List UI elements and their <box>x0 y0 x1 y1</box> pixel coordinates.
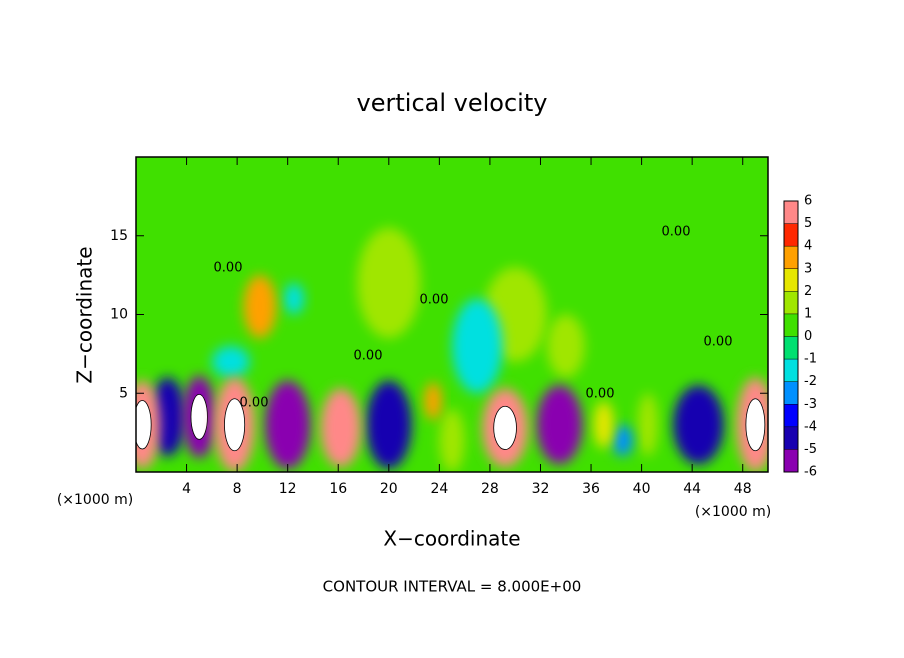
field-cell <box>357 227 421 339</box>
colorbar-swatch <box>784 268 798 292</box>
contour-label: 0.00 <box>586 387 615 402</box>
x-tick-label: 4 <box>182 481 191 497</box>
y-tick-label: 15 <box>110 228 128 244</box>
colorbar-label: -3 <box>804 397 817 412</box>
colorbar-swatch <box>784 336 798 360</box>
colorbar-label: -4 <box>804 419 817 434</box>
footer: CONTOUR INTERVAL = 8.000E+00 <box>323 578 582 596</box>
colorbar-label: 1 <box>804 306 812 321</box>
contour-label: 0.00 <box>354 349 383 364</box>
colorbar-swatch <box>784 223 798 247</box>
x-tick-label: 28 <box>481 481 499 497</box>
x-unit: (×1000 m) <box>695 504 771 520</box>
field-core <box>190 393 208 440</box>
colorbar-swatch <box>784 449 798 472</box>
field-cell <box>612 424 633 457</box>
y-unit: (×1000 m) <box>57 492 133 508</box>
contour-label: 0.00 <box>240 396 269 411</box>
x-tick-label: 32 <box>532 481 550 497</box>
colorbar-label: 3 <box>804 261 812 276</box>
field-core <box>493 405 517 450</box>
colorbar-swatch <box>784 404 798 427</box>
colorbar-label: -1 <box>804 352 817 367</box>
field-cell <box>452 298 503 394</box>
contour-label: 0.00 <box>704 335 733 350</box>
x-tick-label: 20 <box>380 481 398 497</box>
x-tick-label: 24 <box>430 481 448 497</box>
y-axis-label: Z−coordinate <box>73 246 97 383</box>
contour-label: 0.00 <box>420 293 449 308</box>
field-cell <box>320 388 361 468</box>
x-tick-label: 48 <box>734 481 752 497</box>
colorbar-label: 2 <box>804 284 812 299</box>
colorbar-label: 4 <box>804 239 812 254</box>
field-core <box>224 398 246 452</box>
field-cell <box>283 283 305 315</box>
colorbar-swatch <box>784 426 798 450</box>
colorbar-label: -6 <box>804 465 817 480</box>
x-tick-label: 12 <box>279 481 297 497</box>
contour-label: 0.00 <box>214 261 243 276</box>
x-tick-label: 40 <box>633 481 651 497</box>
chart-title: vertical velocity <box>357 89 548 117</box>
field-cell <box>673 385 724 465</box>
field: 0.00 0.00 0.00 0.00 0.00 0.00 0.00 <box>136 157 768 472</box>
contour-label: 0.00 <box>662 225 691 240</box>
y-tick-label: 10 <box>110 307 128 323</box>
field-cell <box>593 401 614 449</box>
field-cell <box>439 409 465 472</box>
field-cell <box>211 346 250 378</box>
field-core <box>136 400 152 450</box>
colorbar-swatch <box>784 313 798 337</box>
field-cell <box>264 380 311 469</box>
field-cell <box>546 314 585 378</box>
colorbar-label: 6 <box>804 194 812 209</box>
field-cell <box>243 275 277 339</box>
x-axis-label: X−coordinate <box>383 527 520 551</box>
y-tick-label: 5 <box>119 385 128 401</box>
field-cell <box>637 393 659 457</box>
field-core <box>745 398 766 452</box>
colorbar-swatch <box>784 381 798 405</box>
colorbar-swatch <box>784 246 798 269</box>
x-tick-label: 8 <box>233 481 242 497</box>
x-tick-label: 36 <box>582 481 600 497</box>
colorbar-swatch <box>784 359 798 382</box>
colorbar-label: 0 <box>804 329 812 344</box>
field-cell <box>424 382 442 421</box>
colorbar-swatch <box>784 291 798 314</box>
colorbar-label: -5 <box>804 442 817 457</box>
colorbar-swatch <box>784 201 798 224</box>
colorbar-label: 5 <box>804 216 812 231</box>
colorbar-label: -2 <box>804 374 817 389</box>
x-tick-label: 44 <box>683 481 701 497</box>
field-cell <box>536 385 583 465</box>
x-tick-label: 16 <box>329 481 347 497</box>
field-cell <box>366 380 412 469</box>
